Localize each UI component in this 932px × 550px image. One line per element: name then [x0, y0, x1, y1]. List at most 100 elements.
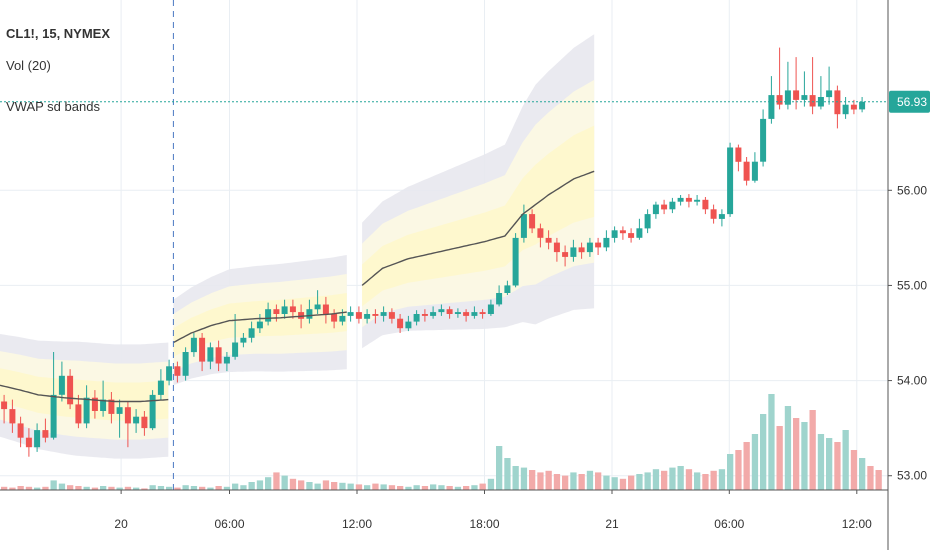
candle-body	[454, 312, 461, 314]
candle-body	[438, 309, 445, 313]
candle-body	[405, 321, 412, 329]
volume-bar	[718, 469, 726, 490]
time-tick-label: 18:00	[469, 517, 499, 531]
candle-body	[223, 356, 230, 364]
time-tick-label: 06:00	[214, 517, 244, 531]
candle-body	[58, 375, 65, 395]
candle-body	[727, 147, 734, 215]
volume-bar	[859, 458, 866, 490]
candle-body	[9, 409, 16, 424]
candle-body	[347, 312, 354, 316]
price-tick-label: 53.00	[897, 469, 927, 483]
volume-bar	[91, 487, 99, 490]
volume-bar	[182, 485, 189, 490]
volume-bar	[306, 482, 313, 490]
candle-body	[743, 161, 750, 181]
candle-body	[809, 95, 816, 107]
volume-bar	[190, 486, 198, 490]
candle-body	[240, 337, 247, 343]
candle-body	[124, 407, 131, 424]
volume-bar	[619, 478, 627, 490]
volume-bar	[694, 472, 701, 490]
volume-bar	[661, 470, 668, 490]
volume-bar	[586, 470, 594, 490]
candle-body	[586, 242, 593, 253]
volume-bar	[289, 478, 297, 490]
candle-body	[520, 214, 527, 238]
volume-bar	[388, 485, 396, 490]
volume-bar	[702, 474, 709, 490]
volume-bar	[100, 486, 107, 490]
candle-body	[265, 309, 272, 322]
volume-bar	[166, 486, 173, 490]
candle-body	[619, 230, 626, 234]
candle-body	[859, 101, 866, 110]
vwap-line	[173, 311, 347, 344]
candle-body	[256, 321, 263, 329]
volume-bar	[578, 474, 585, 490]
volume-bar	[743, 442, 750, 490]
volume-bar	[248, 482, 255, 490]
candle-body	[42, 430, 49, 438]
candle-body	[207, 347, 214, 362]
volume-bar	[207, 487, 214, 490]
volume-bar	[25, 486, 33, 490]
volume-bar	[784, 406, 792, 490]
volume-bar	[42, 486, 49, 490]
volume-bar	[149, 485, 156, 490]
volume-bar	[339, 482, 346, 490]
volume-bar	[58, 483, 66, 490]
candle-body	[842, 104, 849, 115]
candle-body	[595, 242, 602, 248]
time-tick-label: 12:00	[342, 517, 372, 531]
volume-bar	[669, 467, 676, 490]
price-tick-label: 54.00	[897, 374, 927, 388]
volume-bar	[487, 478, 495, 490]
volume-bar	[34, 487, 41, 490]
candle-body	[141, 416, 148, 429]
volume-bar	[553, 474, 561, 490]
volume-bar	[677, 466, 684, 490]
volume-bar	[446, 486, 453, 490]
volume-bar	[314, 483, 321, 490]
candle-body	[232, 342, 239, 357]
candle-body	[273, 309, 280, 314]
candle-body	[67, 375, 74, 405]
candle-body	[446, 309, 453, 314]
volume-bar	[570, 472, 577, 490]
volume-bar	[298, 480, 305, 490]
candle-body	[545, 237, 552, 243]
volume-bar	[776, 426, 783, 490]
candle-body	[248, 328, 255, 338]
vwap-legend[interactable]: VWAP sd bands	[6, 99, 100, 114]
volume-legend[interactable]: Vol (20)	[6, 58, 51, 73]
volume-bar	[710, 470, 717, 490]
volume-bar	[826, 438, 833, 490]
time-tick-label: 20	[114, 517, 128, 531]
candle-body	[182, 352, 189, 376]
candle-body	[314, 304, 321, 310]
volume-bar	[842, 430, 849, 490]
candle-body	[413, 314, 420, 322]
volume-bar	[850, 450, 858, 490]
candle-body	[17, 423, 24, 438]
volume-bar	[215, 486, 222, 490]
candle-body	[463, 312, 470, 316]
candle-body	[529, 214, 536, 229]
candle-body	[430, 312, 437, 316]
candle-body	[421, 314, 428, 316]
volume-bar	[17, 486, 24, 490]
last-price-tag	[889, 90, 930, 113]
candle-body	[636, 228, 643, 238]
volume-bar	[331, 482, 338, 490]
volume-bar	[232, 483, 239, 490]
volume-bar	[875, 470, 882, 490]
candle-body	[157, 380, 164, 395]
candle-body	[34, 430, 41, 448]
symbol-legend[interactable]: CL1!, 15, NYMEX	[6, 26, 111, 41]
candle-body	[487, 304, 494, 314]
volume-bar	[768, 394, 775, 490]
candle-body	[174, 366, 181, 376]
